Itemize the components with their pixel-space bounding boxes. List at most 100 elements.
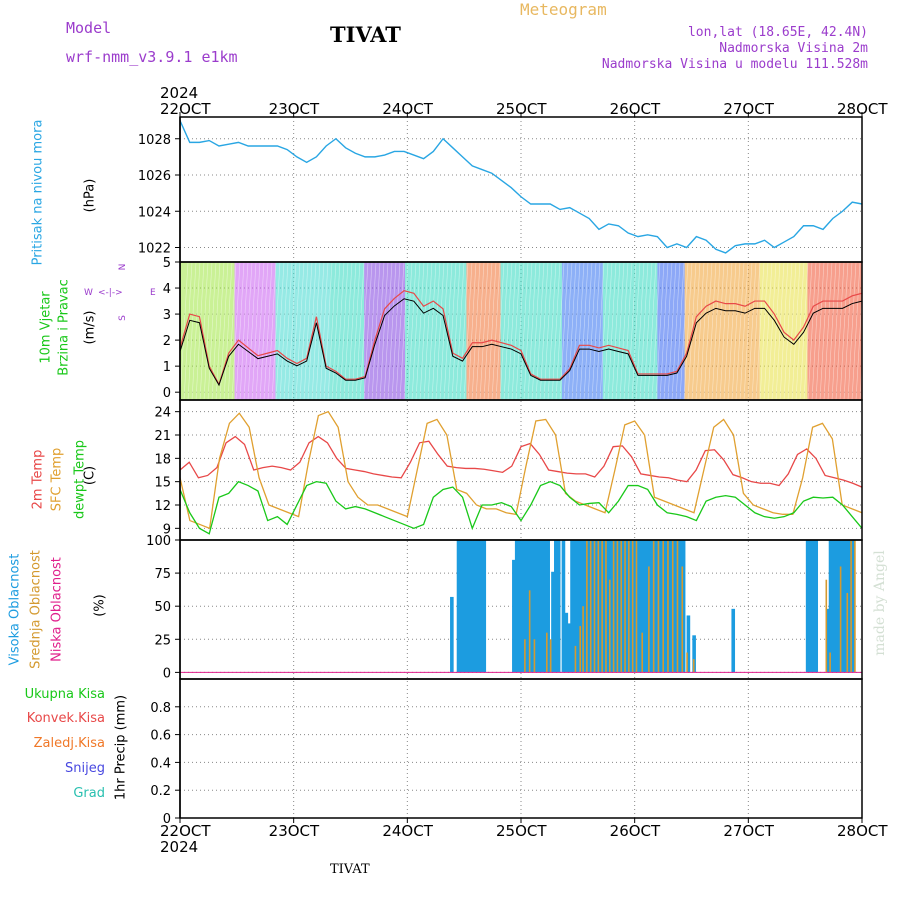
- meteogram-title: Meteogram: [520, 0, 607, 19]
- model-label: Model: [66, 19, 112, 37]
- wind-barb-hatch: [735, 261, 745, 401]
- wind-barb-hatch: [815, 261, 825, 401]
- cloud-high-bar: [473, 540, 478, 673]
- compass-e: E: [150, 288, 156, 298]
- cloud-high-bar: [840, 540, 844, 673]
- cloud-high-bar: [520, 540, 525, 673]
- cloud-mid-bar: [579, 626, 582, 673]
- cloud-mid-bar: [593, 540, 596, 673]
- wind-barb-hatch: [195, 261, 205, 401]
- cloud-mid-bar: [524, 639, 526, 673]
- compass-cross: <-|->: [98, 288, 123, 298]
- wind-barb-hatch: [207, 261, 217, 401]
- wind-barb-hatch: [223, 261, 233, 401]
- wind-barb-hatch: [631, 261, 641, 401]
- cloud-high-bar: [567, 623, 571, 673]
- precip-tick-label: 0: [163, 812, 171, 827]
- x-tick-label-bottom: 27OCT: [723, 822, 774, 840]
- wind-barb-hatch: [347, 261, 357, 401]
- cloud-high-bar: [825, 608, 830, 673]
- x-tick-label-top: 24OCT: [382, 100, 433, 118]
- model-elevation-label: Nadmorska Visina u modelu 111.528m: [601, 57, 868, 72]
- cloud-high-bar: [564, 612, 569, 673]
- x-tick-label-top: 28OCT: [837, 100, 888, 118]
- wind-barb-hatch: [711, 261, 721, 401]
- wind-barb-hatch: [767, 261, 777, 401]
- temp-tick-label: 18: [154, 452, 171, 467]
- wind-barb-hatch: [663, 261, 673, 401]
- cloud-high-bar: [590, 540, 594, 673]
- wind-barb-hatch: [627, 261, 637, 401]
- wind-barb-hatch: [591, 261, 601, 401]
- wind-tick-label: 1: [163, 360, 171, 375]
- wind-barb-hatch: [335, 261, 345, 401]
- cloud-high-bar: [537, 540, 542, 673]
- cloud-high-bar: [851, 540, 856, 673]
- cloud-mid-bar: [616, 540, 619, 673]
- cloud-tick-label: 0: [163, 666, 171, 681]
- wind-barb-hatch: [691, 261, 701, 401]
- wind-barb-hatch: [831, 261, 841, 401]
- wind-barb-hatch: [567, 261, 577, 401]
- cloud-high-bar: [658, 540, 663, 673]
- cloud-mid-bar: [854, 540, 856, 673]
- temp-tick-label: 21: [154, 429, 171, 444]
- cloud-mid-bar: [620, 540, 623, 673]
- cloud-mid-bar: [635, 540, 638, 673]
- cloud-high-bar: [517, 540, 522, 673]
- wind-barb-hatch: [523, 261, 533, 401]
- cloud-mid-bar: [605, 540, 607, 673]
- pressure-line: [179, 120, 863, 254]
- cloud-high-bar: [482, 540, 487, 673]
- cloud-tick-label: 25: [154, 633, 171, 648]
- cloud-high-bar: [664, 540, 669, 673]
- wind-barb-hatch: [751, 261, 761, 401]
- cloud-high-bar: [678, 540, 683, 673]
- cloud-mid-bar: [582, 606, 584, 673]
- cloud-high-bar: [561, 540, 566, 673]
- wind-barb-hatch: [243, 261, 253, 401]
- wind-barb-hatch: [719, 261, 729, 401]
- wind-barb-hatch: [391, 261, 401, 401]
- wind-barb-hatch: [579, 261, 589, 401]
- cloud-high-bar: [837, 540, 841, 673]
- wind-gust-line: [179, 289, 863, 386]
- cloud-high-bar: [673, 540, 677, 673]
- pressure-tick-label: 1026: [138, 169, 171, 184]
- wind-barb-hatch: [187, 261, 197, 401]
- wind-barb-hatch: [739, 261, 749, 401]
- year-top: 2024: [160, 84, 199, 102]
- wind-barb-hatch: [755, 261, 765, 401]
- wind-barb-hatch: [563, 261, 573, 401]
- wind-barb-hatch: [651, 261, 661, 401]
- wind-barb-hatch: [231, 261, 241, 401]
- temp-ylabel-sfc: SFC Temp: [49, 447, 65, 512]
- cloud-high-bar: [512, 559, 516, 673]
- wind-barb-hatch: [843, 261, 853, 401]
- wind-barb-hatch: [403, 261, 413, 401]
- wind-barb-hatch: [763, 261, 773, 401]
- temp-ylabel-2m: 2m Temp: [30, 449, 46, 510]
- wind-barb-hatch: [851, 261, 861, 401]
- cloud-high-bar: [650, 540, 654, 673]
- cloud-mid-bar: [839, 566, 842, 673]
- temp-dewpt-line: [179, 480, 863, 535]
- cloud-high-bar: [811, 540, 816, 673]
- cloud-tick-label: 75: [154, 567, 171, 582]
- wind-barb-hatch: [415, 261, 425, 401]
- wind-barb-hatch: [771, 261, 781, 401]
- wind-barb-hatch: [299, 261, 309, 401]
- cloud-mid-bar: [686, 652, 688, 673]
- wind-barb-hatch: [275, 261, 285, 401]
- compass-w: W: [84, 288, 93, 298]
- wind-barb-hatch: [183, 261, 193, 401]
- x-tick-label-bottom: 23OCT: [268, 822, 320, 840]
- cloud-high-bar: [641, 540, 646, 673]
- wind-barb-hatch: [747, 261, 757, 401]
- temp-tick-label: 24: [154, 406, 171, 421]
- cloud-high-bar: [456, 540, 461, 673]
- wind-barb-hatch: [375, 261, 385, 401]
- cloud-high-bar: [546, 540, 550, 673]
- cloud-high-bar: [601, 540, 606, 673]
- cloud-high-bar: [450, 596, 454, 673]
